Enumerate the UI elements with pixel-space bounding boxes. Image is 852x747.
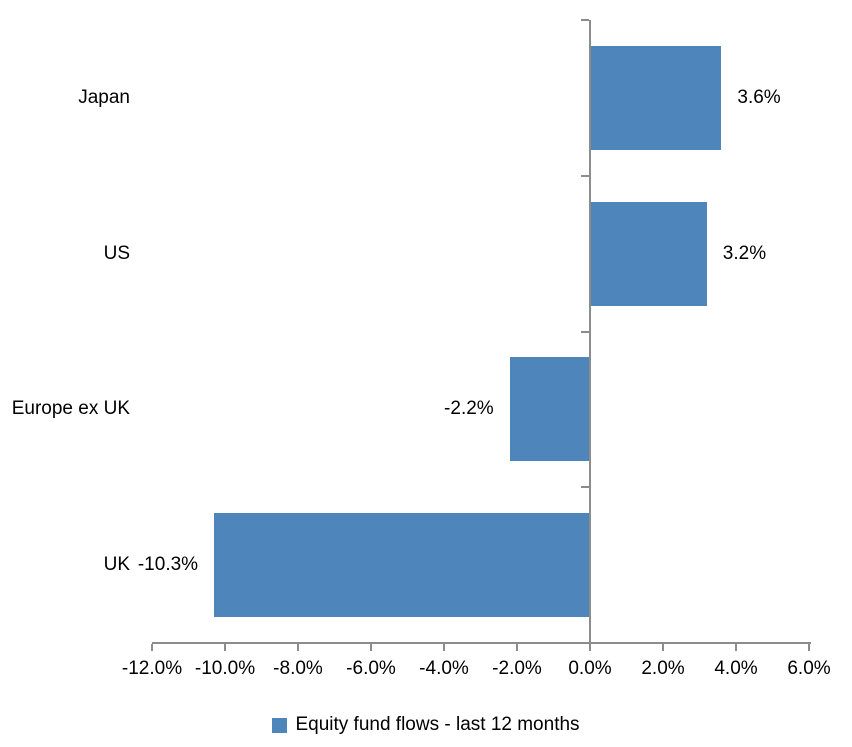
x-axis-tick: [589, 644, 591, 651]
category-label: Japan: [78, 86, 130, 108]
x-tick-label: -4.0%: [419, 658, 469, 679]
x-tick-label: -8.0%: [273, 658, 323, 679]
x-axis-tick: [370, 644, 372, 651]
x-axis-tick: [151, 644, 153, 651]
x-axis-tick: [735, 644, 737, 651]
x-tick-label: 6.0%: [787, 658, 831, 679]
value-axis-line: [152, 642, 811, 644]
x-tick-label: -6.0%: [346, 658, 396, 679]
value-label: -10.3%: [137, 554, 199, 576]
x-axis-tick: [662, 644, 664, 651]
x-axis-tick: [516, 644, 518, 651]
x-axis-tick: [224, 644, 226, 651]
value-label: 3.2%: [722, 242, 767, 264]
category-label: Europe ex UK: [11, 398, 130, 420]
legend-label: Equity fund flows - last 12 months: [295, 714, 580, 735]
category-axis-tick: [581, 19, 589, 21]
category-axis-line: [589, 20, 591, 643]
value-label: -2.2%: [444, 398, 494, 420]
category-axis-tick: [581, 330, 589, 333]
category-label: US: [103, 242, 130, 264]
category-axis-tick: [581, 174, 589, 177]
x-axis-tick: [808, 644, 810, 651]
bar-us: [590, 201, 707, 306]
x-tick-label: -2.0%: [492, 658, 542, 679]
x-axis-tick: [443, 644, 445, 651]
value-label: 3.6%: [737, 86, 781, 108]
x-axis-tick: [297, 644, 299, 651]
legend: Equity fund flows - last 12 months: [0, 710, 852, 740]
bar-uk: [214, 513, 590, 618]
plot-area: Japan 3.6% US 3.2% Europe ex UK -2.2% UK -10.3%…: [11, 19, 831, 679]
x-tick-label: -10.0%: [194, 658, 256, 679]
x-tick-label: 4.0%: [714, 658, 758, 679]
x-tick-label: 0.0%: [568, 658, 612, 679]
legend-marker-swatch: [272, 717, 288, 733]
category-label: UK: [103, 554, 130, 576]
category-axis-tick: [581, 486, 589, 489]
bar-japan: [590, 45, 722, 150]
bar-europe-ex-uk: [509, 357, 590, 462]
x-tick-label: -12.0%: [121, 658, 183, 679]
x-tick-label: 2.0%: [641, 658, 685, 679]
